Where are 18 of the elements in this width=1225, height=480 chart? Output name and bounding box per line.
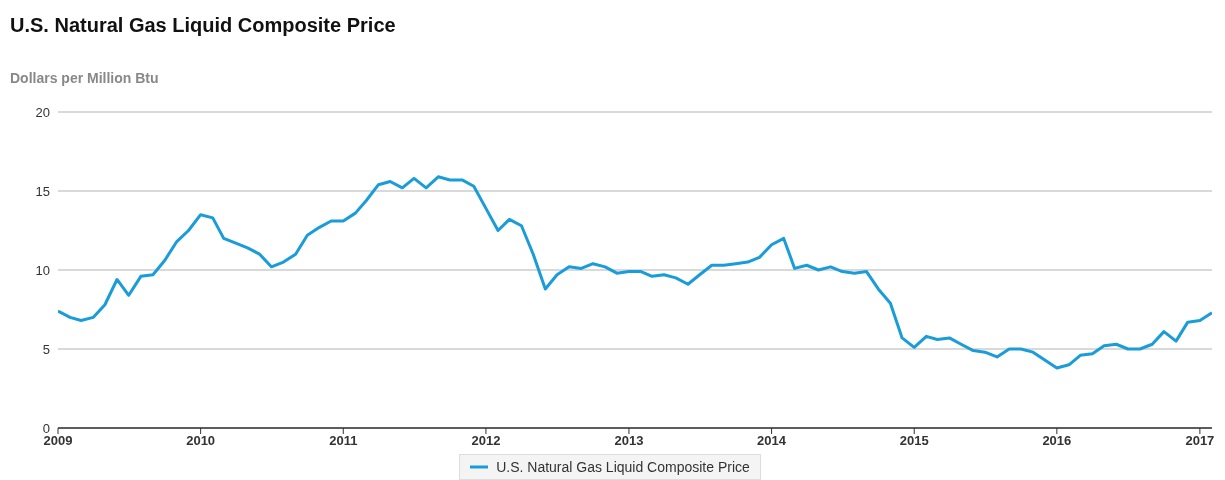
x-tick-label: 2016 xyxy=(1042,433,1072,449)
x-tick-label: 2014 xyxy=(757,433,787,449)
x-tick-label: 2009 xyxy=(43,433,73,449)
x-tick-label: 2011 xyxy=(329,433,358,449)
y-axis-title: Dollars per Million Btu xyxy=(10,70,159,86)
x-tick-label: 2012 xyxy=(471,433,501,449)
x-tick-label: 2010 xyxy=(186,433,216,449)
x-tick-label: 2013 xyxy=(614,433,644,449)
legend-label: U.S. Natural Gas Liquid Composite Price xyxy=(496,459,750,475)
y-tick-label: 15 xyxy=(35,183,50,199)
y-tick-label: 5 xyxy=(42,341,50,357)
y-tick-label: 20 xyxy=(35,104,50,120)
x-tick-label: 2015 xyxy=(899,433,929,449)
y-tick-label: 10 xyxy=(35,262,50,278)
line-series xyxy=(58,175,1212,370)
x-tick-label: 2017 xyxy=(1185,433,1215,449)
chart-title: U.S. Natural Gas Liquid Composite Price xyxy=(10,14,396,37)
y-tick-label: 0 xyxy=(42,420,50,436)
